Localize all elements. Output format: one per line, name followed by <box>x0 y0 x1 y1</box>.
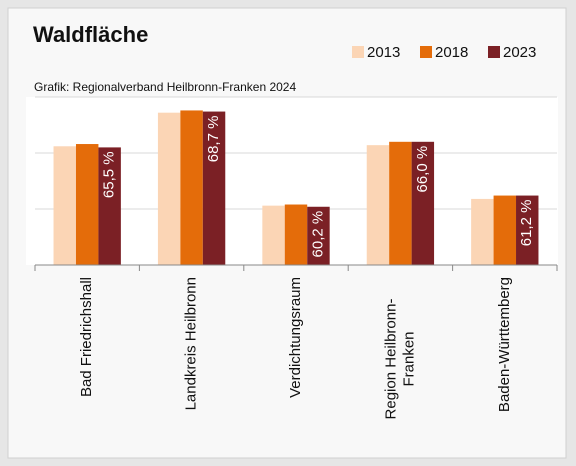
bar <box>411 141 435 265</box>
bar <box>493 195 517 265</box>
bar <box>262 205 285 265</box>
legend-swatch <box>488 46 500 58</box>
chart-title: Waldfläche <box>33 22 148 47</box>
bar <box>516 195 539 265</box>
x-tick-label: Landkreis Heilbronn <box>183 277 200 410</box>
legend-label: 2013 <box>367 44 400 61</box>
x-tick-label: Region Heilbronn-Franken <box>382 299 417 420</box>
data-label: 65,5 % <box>101 151 118 198</box>
data-label: 60,2 % <box>309 211 326 258</box>
bar <box>98 147 121 265</box>
legend-swatch <box>420 46 432 58</box>
bar <box>366 145 390 265</box>
bar <box>284 204 308 265</box>
bar <box>471 198 494 265</box>
bar <box>389 141 412 265</box>
x-tick-label: Baden-Württemberg <box>496 277 513 412</box>
bar <box>307 206 330 265</box>
bar <box>202 111 226 265</box>
data-label: 66,0 % <box>414 146 431 193</box>
data-label: 68,7 % <box>205 116 222 163</box>
bar <box>75 144 99 265</box>
x-tick-label: Bad Friedrichshall <box>78 277 95 397</box>
bar <box>53 146 76 265</box>
chart-subtitle: Grafik: Regionalverband Heilbronn-Franke… <box>34 80 296 94</box>
legend-label: 2023 <box>503 44 536 61</box>
bar <box>180 110 203 265</box>
legend-label: 2018 <box>435 44 468 61</box>
legend-swatch <box>352 46 364 58</box>
x-tick-label: Verdichtungsraum <box>287 277 304 398</box>
bar <box>157 112 181 266</box>
data-label: 61,2 % <box>518 200 535 247</box>
